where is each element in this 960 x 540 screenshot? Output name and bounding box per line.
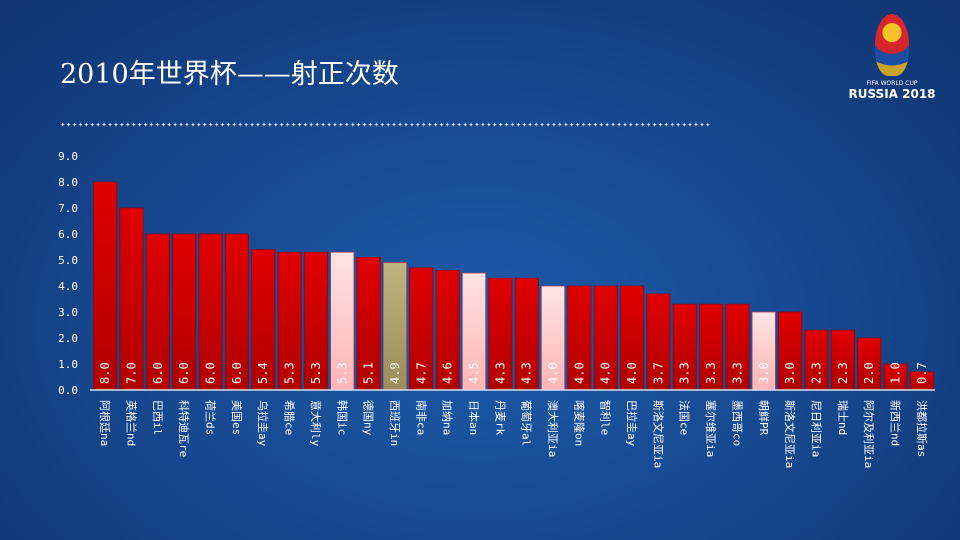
- category-label: 洪都拉斯as: [915, 400, 929, 457]
- bar-value-label: 2.3: [809, 362, 823, 384]
- bar-value-label: 4.0: [599, 362, 613, 384]
- bar-value-label: 6.0: [230, 362, 244, 384]
- bar-value-label: 5.1: [362, 362, 376, 384]
- category-label: 智利le: [599, 400, 613, 435]
- category-label: 巴西il: [151, 400, 164, 435]
- bar-value-label: 4.9: [388, 362, 402, 384]
- world-cup-logo: FIFA WORLD CUP RUSSIA 2018: [842, 14, 942, 114]
- bar-value-label: 4.3: [493, 362, 507, 384]
- y-tick-label: 7.0: [58, 202, 78, 215]
- bar-value-label: 4.3: [520, 362, 534, 384]
- bar-value-label: 5.3: [309, 362, 323, 384]
- category-label: 韩国ic: [335, 400, 349, 435]
- bar-value-label: 8.0: [98, 362, 112, 384]
- bar-value-label: 4.0: [572, 362, 586, 384]
- bar-value-label: 5.3: [335, 362, 349, 384]
- bar-value-label: 6.0: [151, 362, 165, 384]
- category-label: 英格兰nd: [125, 400, 139, 446]
- bar-value-label: 4.0: [625, 362, 639, 384]
- category-label: 科特迪瓦re: [177, 400, 191, 457]
- category-label: 阿尔及利亚ia: [862, 400, 875, 468]
- bar-value-label: 3.7: [651, 362, 665, 384]
- category-label: 南非ca: [414, 400, 427, 435]
- bar-value-label: 5.3: [283, 362, 297, 384]
- category-label: 法国ce: [678, 400, 692, 435]
- category-label: 巴拉圭ay: [625, 400, 639, 447]
- slide-title: 2010年世界杯——射正次数: [60, 59, 399, 90]
- y-tick-label: 1.0: [58, 358, 78, 371]
- bar-value-label: 4.6: [441, 362, 455, 384]
- category-label: 加纳na: [441, 400, 454, 435]
- bar-value-label: 4.0: [546, 362, 560, 384]
- category-label: 意大利ly: [309, 400, 323, 447]
- category-label: 西班牙in: [388, 400, 401, 446]
- category-label: 斯洛文尼亚ia: [651, 400, 665, 468]
- bar-value-label: 2.3: [836, 362, 850, 384]
- bar-value-label: 4.7: [414, 362, 428, 384]
- category-label: 日本an: [467, 400, 481, 435]
- y-tick-label: 5.0: [58, 254, 78, 267]
- bar-value-label: 3.0: [757, 362, 771, 384]
- bar-value-label: 5.4: [256, 362, 270, 384]
- bar-value-label: 3.0: [783, 362, 797, 384]
- logo-line1: FIFA WORLD CUP: [866, 80, 918, 87]
- bar-value-label: 3.3: [704, 362, 718, 384]
- bar-value-label: 2.0: [862, 362, 876, 384]
- category-label: 美国es: [230, 400, 243, 435]
- category-label: 荷兰ds: [204, 400, 217, 435]
- bar-value-label: 3.3: [730, 362, 744, 384]
- category-label: 丹麦rk: [493, 400, 506, 436]
- y-tick-label: 4.0: [58, 280, 78, 293]
- bar: [93, 181, 118, 391]
- y-tick-label: 3.0: [58, 306, 78, 319]
- category-label: 德国ny: [362, 400, 376, 436]
- category-label: 塞尔维亚ia: [704, 400, 718, 457]
- category-label: 新西兰nd: [888, 400, 902, 446]
- category-label: 喀麦隆on: [572, 400, 586, 446]
- decorative-divider: ✦✦✦✦✦✦✦✦✦✦✦✦✦✦✦✦✦✦✦✦✦✦✦✦✦✦✦✦✦✦✦✦✦✦✦✦✦✦✦✦…: [60, 120, 712, 130]
- trophy-icon: [875, 14, 909, 76]
- category-label: 墨西哥co: [730, 400, 743, 446]
- bar-value-label: 7.0: [125, 362, 139, 384]
- logo-line2: RUSSIA 2018: [848, 87, 936, 101]
- category-label: 朝鲜PR: [757, 400, 771, 436]
- category-label: 希腊ce: [283, 400, 297, 435]
- category-label: 尼日利亚ia: [809, 400, 822, 457]
- y-tick-label: 9.0: [58, 150, 78, 163]
- category-label: 乌拉圭ay: [256, 400, 270, 447]
- bar-value-label: 3.3: [678, 362, 692, 384]
- category-label: 葡萄牙al: [520, 400, 533, 446]
- y-tick-label: 0.0: [58, 384, 78, 397]
- category-label: 澳大利亚ia: [546, 400, 560, 457]
- bar-value-label: 6.0: [204, 362, 218, 384]
- bar-value-label: 4.5: [467, 362, 481, 384]
- category-label: 斯洛文尼亚ia: [783, 400, 797, 468]
- bar-value-label: 6.0: [177, 362, 191, 384]
- y-tick-label: 8.0: [58, 176, 78, 189]
- y-tick-label: 2.0: [58, 332, 78, 345]
- category-label: 阿根廷na: [98, 400, 112, 446]
- category-label: 瑞士nd: [836, 400, 850, 435]
- y-tick-label: 6.0: [58, 228, 78, 241]
- bar-value-label: 1.0: [888, 362, 902, 384]
- bar-value-label: 0.7: [915, 362, 929, 384]
